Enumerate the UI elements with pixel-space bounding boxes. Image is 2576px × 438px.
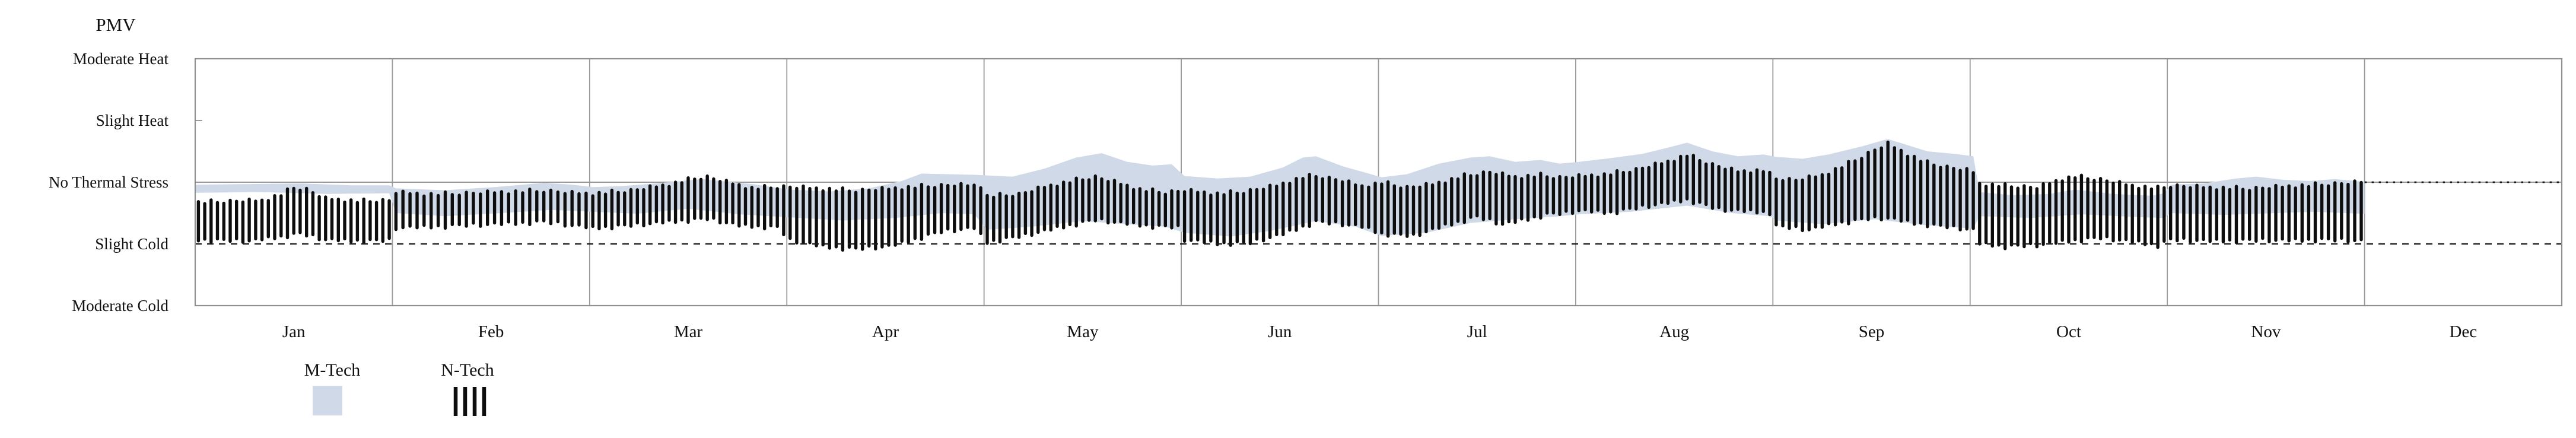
x-axis-label-nov: Nov xyxy=(2251,322,2281,341)
x-axis-labels: Jan Feb Mar Apr May Jun Jul Aug Sep Oct Nov Dec xyxy=(282,322,2477,341)
y-axis-labels: Moderate Heat Slight Heat No Thermal Stres… xyxy=(49,50,168,315)
mtech-area-layer xyxy=(195,139,2365,237)
plot-frame-layer xyxy=(194,58,2563,307)
legend-mtech-label: M-Tech xyxy=(304,360,361,380)
ntech-bars-layer xyxy=(196,140,2363,252)
legend-ntech-swatch xyxy=(453,387,486,416)
reference-lines-layer xyxy=(195,181,2562,245)
x-axis-label-oct: Oct xyxy=(2056,322,2081,341)
x-axis-label-mar: Mar xyxy=(674,322,703,341)
mtech-area xyxy=(195,139,2365,237)
plot-border xyxy=(194,58,2563,307)
legend: M-Tech N-Tech xyxy=(304,360,494,416)
y-axis-label-slight-cold: Slight Cold xyxy=(95,235,168,253)
y-axis-label-moderate-heat: Moderate Heat xyxy=(73,50,169,68)
x-axis-label-dec: Dec xyxy=(2449,322,2477,341)
legend-ntech-label: N-Tech xyxy=(441,360,494,380)
legend-mtech-swatch xyxy=(313,386,342,415)
x-axis-label-jul: Jul xyxy=(1467,322,1487,341)
chart-title: PMV xyxy=(96,14,136,35)
x-axis-label-apr: Apr xyxy=(872,322,899,341)
x-axis-label-aug: Aug xyxy=(1659,322,1689,341)
x-axis-label-jan: Jan xyxy=(282,322,306,341)
y-axis-label-moderate-cold: Moderate Cold xyxy=(72,297,168,315)
x-axis-label-jun: Jun xyxy=(1268,322,1292,341)
y-axis-label-no-thermal-stress: No Thermal Stress xyxy=(49,173,168,191)
x-axis-label-sep: Sep xyxy=(1859,322,1885,341)
y-axis-label-slight-heat: Slight Heat xyxy=(96,112,169,129)
x-axis-label-feb: Feb xyxy=(478,322,504,341)
x-axis-label-may: May xyxy=(1067,322,1099,341)
